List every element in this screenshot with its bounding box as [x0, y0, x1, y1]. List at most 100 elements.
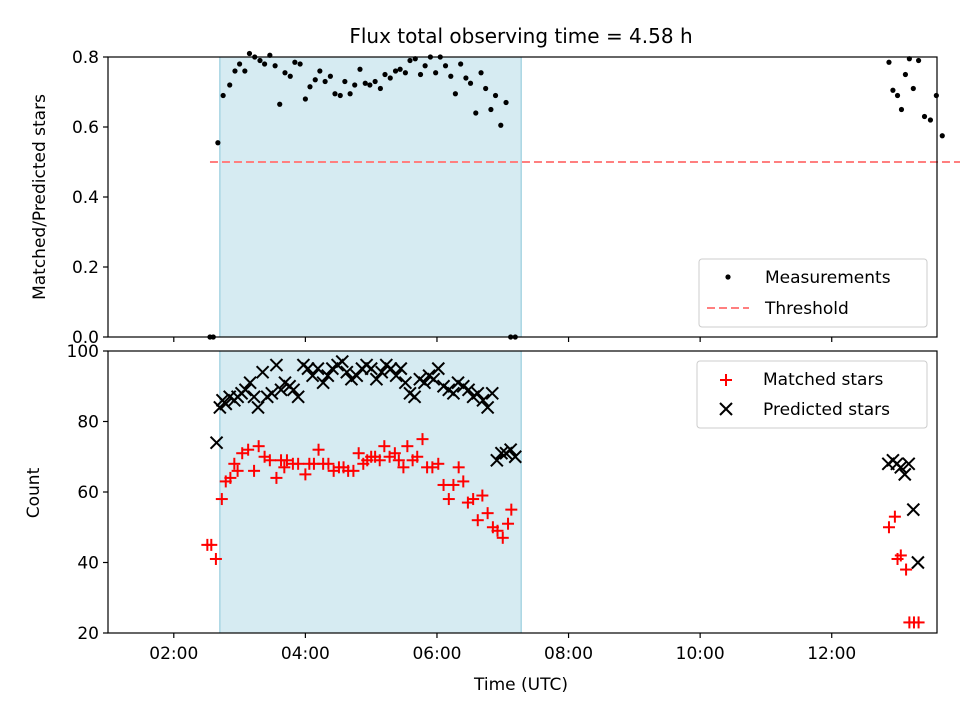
matched-star-point	[392, 454, 405, 467]
predicted-star-point	[247, 390, 261, 404]
measurement-point	[463, 75, 469, 81]
bottom-y-axis: 20 40 60 80 100	[67, 342, 108, 644]
matched-star-point	[231, 464, 244, 477]
predicted-star-point	[894, 460, 908, 475]
measurement-point	[402, 70, 408, 76]
matched-star-point	[411, 450, 424, 463]
measurement-point	[272, 63, 278, 69]
predicted-star-point	[417, 376, 432, 390]
measurement-point	[277, 101, 283, 107]
measurement-point	[910, 85, 916, 92]
bottom-panel: 20 40 60 80 100 02:00 04:00 06:00 08:00 10:00 12:…	[24, 342, 938, 695]
predicted-star-point	[494, 446, 509, 460]
measurement-point	[242, 68, 248, 74]
matched-legend-marker	[720, 374, 732, 386]
matched-star-point	[432, 457, 445, 470]
top-legend: Measurements Threshold	[698, 258, 928, 328]
measurement-point	[246, 50, 253, 57]
measurement-point	[890, 87, 896, 93]
measurement-point	[387, 75, 393, 81]
x-tick-label: 04:00	[281, 644, 330, 664]
measurement-point	[227, 82, 233, 88]
y-tick-label: 0.4	[72, 188, 99, 208]
matched-star-point	[209, 552, 222, 565]
predicted-star-point	[398, 376, 413, 390]
measurement-point	[232, 68, 238, 74]
measurement-point	[503, 99, 509, 106]
y-tick-label: 80	[77, 413, 99, 433]
count-points	[201, 354, 925, 629]
measurement-point	[886, 59, 892, 65]
x-tick-label: 08:00	[544, 644, 593, 664]
predicted-star-point	[316, 376, 330, 390]
matched-star-point	[347, 464, 360, 477]
top-shaded-span	[219, 56, 522, 338]
matched-star-point	[263, 454, 276, 467]
measurement-point	[215, 140, 221, 146]
predicted-star-point	[902, 457, 916, 471]
measurement-point	[236, 61, 243, 67]
measurement-point	[257, 57, 263, 64]
measurement-point	[478, 70, 484, 76]
x-tick-label: 12:00	[807, 644, 856, 664]
predicted-star-point	[213, 400, 227, 415]
matched-star-point	[481, 507, 494, 520]
measurement-point	[898, 106, 905, 113]
threshold-legend-label: Threshold	[764, 299, 849, 319]
matched-star-point	[352, 447, 365, 460]
matched-star-point	[476, 489, 489, 502]
chart-title: Flux total observing time = 4.58 h	[349, 24, 692, 48]
predicted-star-point	[255, 365, 270, 379]
measurement-point	[292, 59, 298, 65]
measurement-point	[367, 82, 373, 88]
measurement-point	[372, 78, 378, 85]
predicted-star-point	[446, 386, 461, 401]
measurement-point	[377, 85, 383, 92]
measurements-legend-label: Measurements	[765, 268, 891, 288]
predicted-star-point	[219, 397, 233, 411]
measurement-point	[392, 68, 399, 74]
measurement-point	[352, 82, 358, 88]
measurement-point	[337, 92, 343, 99]
measurement-point	[433, 70, 439, 76]
measurement-point	[939, 133, 945, 139]
y-tick-label: 0.6	[72, 118, 99, 138]
matched-star-point	[467, 493, 480, 506]
measurement-point	[921, 113, 928, 120]
y-tick-label: 20	[77, 624, 99, 644]
matched-star-point	[270, 471, 283, 484]
matched-star-point	[312, 443, 325, 456]
predicted-star-point	[291, 390, 305, 404]
measurement-point	[448, 73, 454, 79]
predicted-star-point	[311, 361, 325, 376]
predicted-star-point	[286, 383, 301, 397]
x-axis-label: Time (UTC)	[473, 675, 568, 695]
predicted-star-point	[243, 376, 257, 390]
bottom-ylabel: Count	[24, 467, 44, 518]
top-panel: 0.00.20.40.60.8 Matched/Predicted stars …	[30, 48, 960, 348]
measurement-point	[452, 91, 458, 97]
measurement-point	[332, 91, 338, 97]
predicted-star-point	[898, 467, 912, 482]
matched-star-point	[912, 616, 925, 629]
measurement-point	[362, 80, 368, 86]
matched-star-point	[502, 517, 515, 530]
y-tick-label: 100	[67, 342, 99, 362]
matched-star-point	[378, 440, 391, 453]
measurement-point	[473, 110, 479, 116]
measurement-point	[442, 63, 449, 69]
matched-star-point	[397, 461, 410, 474]
predicted-star-point	[301, 361, 315, 376]
y-tick-label: 0.0	[72, 328, 99, 348]
matched-star-point	[442, 493, 455, 506]
matched-star-point	[278, 461, 291, 474]
predicted-star-point	[340, 365, 354, 379]
measurement-point	[417, 71, 424, 78]
predicted-star-point	[906, 502, 921, 517]
measurement-point	[327, 73, 333, 79]
measurement-point	[915, 57, 922, 64]
predicted-star-point	[480, 400, 495, 415]
measurement-point	[397, 66, 403, 72]
predicted-star-point	[394, 361, 408, 376]
